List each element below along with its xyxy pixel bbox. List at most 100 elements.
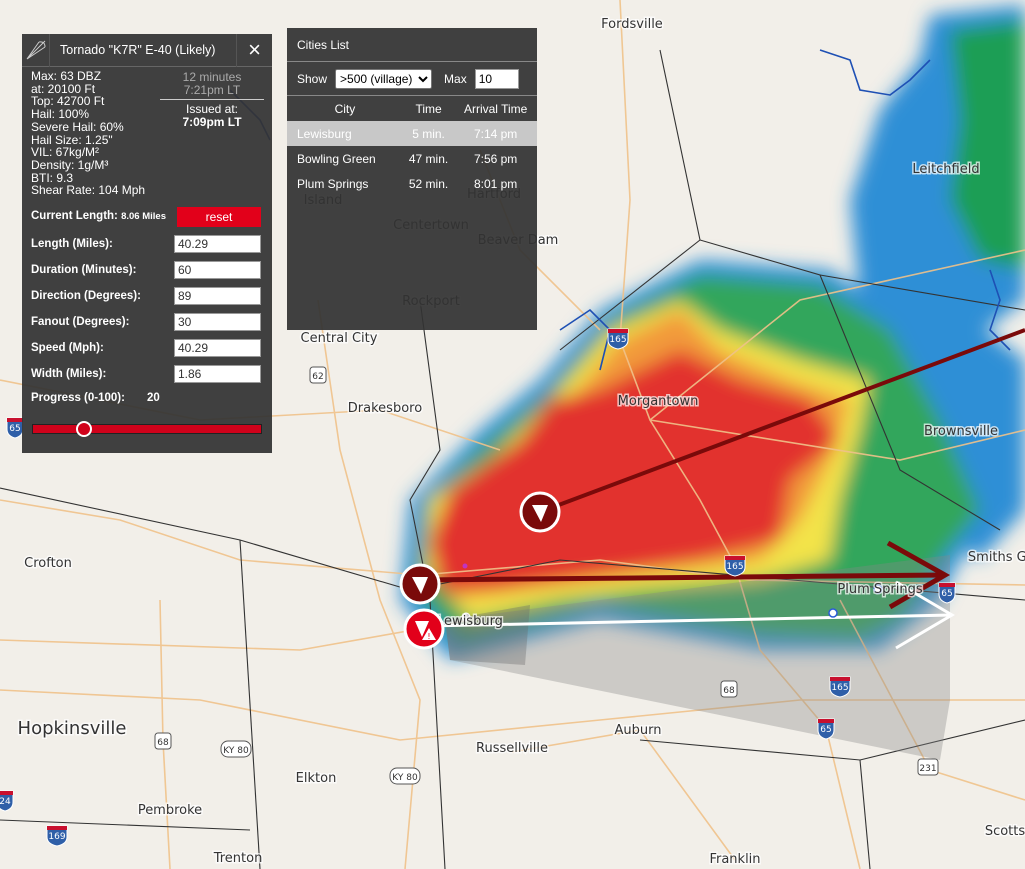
- column-header-time: Time: [415, 101, 442, 116]
- shield-label: 68: [723, 686, 735, 696]
- us-highway-shield: 68: [720, 680, 738, 698]
- shield-label: 65: [941, 589, 952, 599]
- population-filter-select[interactable]: >500 (village): [335, 68, 433, 89]
- field-input[interactable]: 40.29: [174, 339, 261, 357]
- progress-value: 20: [146, 392, 160, 404]
- issued-info: 12 minutes 7:21pm LT Issued at: 7:09pm L…: [160, 71, 264, 129]
- city-label: Lewisburg: [437, 614, 503, 629]
- field-input[interactable]: 30: [174, 313, 261, 331]
- field-label: Fanout (Degrees):: [31, 316, 130, 328]
- close-icon[interactable]: ×: [236, 33, 272, 67]
- interstate-highway-shield: 169: [46, 825, 68, 847]
- city-arrival: 8:01 pm: [473, 176, 518, 191]
- storm-stats: Max: 63 DBZ at: 20100 Ft Top: 42700 Ft Hail…: [31, 70, 145, 197]
- field-label: Duration (Minutes):: [31, 264, 137, 276]
- stat-line: Hail Size: 1.25": [31, 132, 113, 147]
- city-label: Franklin: [709, 852, 760, 867]
- field-input[interactable]: 1.86: [174, 365, 261, 383]
- shield-label: 165: [831, 683, 848, 693]
- issued-time: 7:09pm LT: [182, 115, 242, 129]
- interstate-highway-shield: 165: [829, 676, 851, 698]
- interstate-highway-shield: 165: [724, 555, 746, 577]
- issued-label: Issued at:: [185, 102, 239, 116]
- reset-button[interactable]: reset: [177, 207, 261, 227]
- cities-table: City Time Arrival Time Lewisburg 5 min. 7:…: [287, 96, 537, 196]
- shield-label: 24: [0, 797, 11, 807]
- shield-label: 231: [919, 764, 936, 774]
- city-label: Hopkinsville: [18, 718, 127, 739]
- slider-thumb[interactable]: [76, 421, 92, 437]
- panel-title: Tornado "K7R" E-40 (Likely): [60, 43, 216, 57]
- radar-echoes: [400, 5, 1025, 660]
- shield-label: 165: [726, 562, 743, 572]
- cities-list-panel: Cities List Show >500 (village) Max City…: [287, 28, 537, 330]
- storm-tracks: [419, 328, 1025, 650]
- stat-line: Hail: 100%: [31, 107, 90, 122]
- city-label: Trenton: [213, 851, 263, 866]
- shield-label: 169: [48, 832, 65, 842]
- city-name: Plum Springs: [297, 176, 369, 191]
- city-label: Leitchfield: [912, 162, 979, 177]
- city-row[interactable]: Lewisburg 5 min. 7:14 pm: [287, 121, 537, 146]
- city-label: Scotts: [985, 824, 1025, 839]
- shield-label: KY 80: [392, 773, 418, 783]
- svg-text:!: !: [427, 632, 430, 641]
- city-name: Lewisburg: [287, 121, 403, 146]
- eta-time: 7:21pm LT: [183, 83, 241, 97]
- tornado-warning-marker[interactable]: !: [403, 608, 445, 650]
- interstate-highway-shield: 65: [6, 417, 24, 439]
- city-label: Pembroke: [138, 803, 202, 818]
- city-name: Bowling Green: [297, 151, 376, 166]
- city-time: 52 min.: [408, 176, 449, 191]
- progress-label: Progress (0-100):: [31, 392, 125, 404]
- field-label: Width (Miles):: [31, 368, 107, 380]
- progress-slider[interactable]: [32, 421, 262, 437]
- stat-line: at: 20100 Ft: [31, 81, 96, 96]
- us-highway-shield: 62: [309, 366, 327, 384]
- shield-label: 165: [609, 335, 626, 345]
- stat-line: BTI: 9.3: [31, 170, 74, 185]
- city-label: Brownsville: [924, 424, 998, 439]
- shield-label: 62: [312, 372, 323, 382]
- city-row[interactable]: Plum Springs 52 min. 8:01 pm: [287, 171, 537, 196]
- city-label: Russellville: [476, 741, 548, 756]
- city-label: Auburn: [615, 723, 662, 738]
- city-label: Drakesboro: [348, 401, 422, 416]
- stat-line: Max: 63 DBZ: [31, 69, 102, 83]
- county-lines: [0, 49, 1025, 869]
- interstate-highway-shield: 24: [0, 790, 14, 812]
- field-label: Direction (Degrees):: [31, 290, 141, 302]
- city-label: Central City: [301, 331, 378, 346]
- city-label: Smiths Gr: [968, 550, 1025, 565]
- field-label: Length (Miles):: [31, 238, 113, 250]
- eta-minutes: 12 minutes: [182, 70, 242, 84]
- max-input[interactable]: [474, 68, 519, 89]
- city-row[interactable]: Bowling Green 47 min. 7:56 pm: [287, 146, 537, 171]
- shield-label: KY 80: [223, 746, 249, 756]
- tornado-info-panel: Tornado "K7R" E-40 (Likely) × Max: 63 DB…: [22, 33, 272, 453]
- city-time: 5 min.: [402, 121, 455, 146]
- city-time: 47 min.: [408, 151, 449, 166]
- panel-title: Cities List: [287, 28, 537, 62]
- stat-line: Density: 1g/M³: [31, 157, 109, 172]
- stat-line: Severe Hail: 60%: [31, 119, 124, 134]
- stat-line: VIL: 67kg/M²: [31, 145, 100, 160]
- interstate-highway-shield: 65: [938, 582, 956, 604]
- city-label: Fordsville: [601, 17, 663, 32]
- tornado-cone-icon: [22, 33, 50, 67]
- city-label: Crofton: [24, 556, 72, 571]
- interstate-highway-shield: 165: [607, 328, 629, 350]
- interstate-highway-shield: 65: [817, 718, 835, 740]
- tornado-marker[interactable]: [519, 491, 561, 533]
- stat-line: Shear Rate: 104 Mph: [31, 183, 146, 198]
- show-label: Show: [297, 71, 328, 86]
- field-input[interactable]: 60: [174, 261, 261, 279]
- field-input[interactable]: 89: [174, 287, 261, 305]
- city-arrival: 7:14 pm: [454, 121, 537, 146]
- tornado-marker[interactable]: [399, 563, 441, 605]
- column-header-city: City: [334, 101, 356, 116]
- us-highway-shield: 68: [154, 732, 172, 750]
- state-highway-shield: KY 80: [389, 767, 421, 785]
- field-input[interactable]: 40.29: [174, 235, 261, 253]
